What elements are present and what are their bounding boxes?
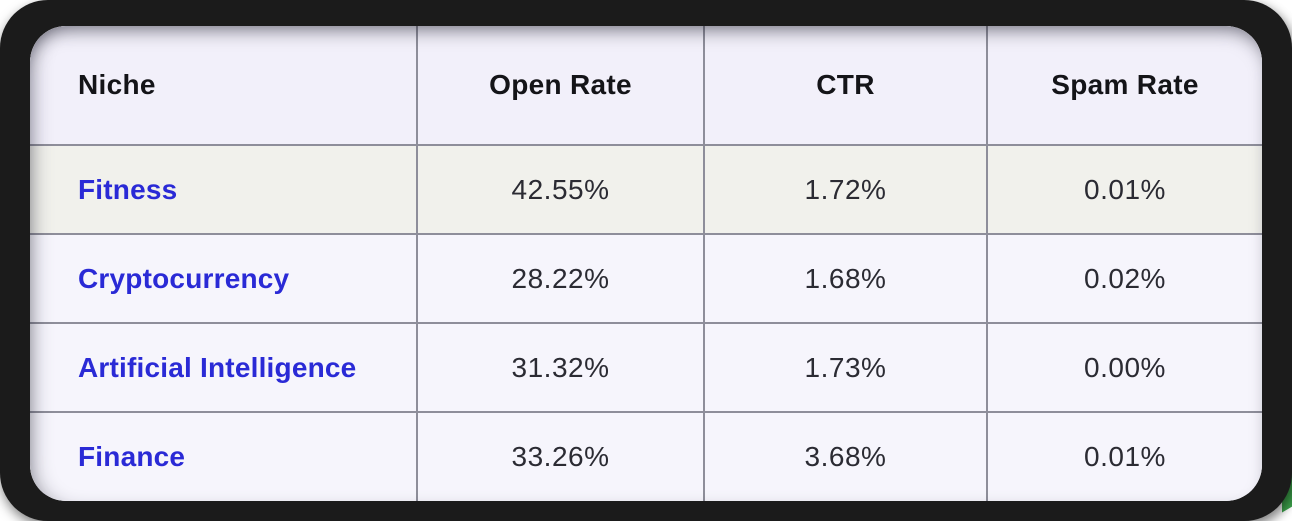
spam-rate-cell: 0.01% <box>987 145 1262 235</box>
header-row: Niche Open Rate CTR Spam Rate <box>30 26 1262 146</box>
ctr-cell: 1.68% <box>704 234 988 324</box>
table-row: Fitness 42.55% 1.72% 0.01% <box>30 145 1262 235</box>
spam-rate-cell: 0.02% <box>987 234 1262 324</box>
table-panel: Niche Open Rate CTR Spam Rate Fitness 42… <box>30 26 1262 501</box>
column-header-spam-rate: Spam Rate <box>987 26 1262 146</box>
open-rate-cell: 28.22% <box>417 234 705 324</box>
open-rate-cell: 31.32% <box>417 323 705 413</box>
open-rate-cell: 33.26% <box>417 412 705 501</box>
table-row: Artificial Intelligence 31.32% 1.73% 0.0… <box>30 323 1262 413</box>
niche-link-artificial-intelligence[interactable]: Artificial Intelligence <box>78 351 357 383</box>
column-header-niche: Niche <box>30 26 418 146</box>
niche-cell: Artificial Intelligence <box>30 323 418 413</box>
table-row: Finance 33.26% 3.68% 0.01% <box>30 412 1262 501</box>
niche-link-finance[interactable]: Finance <box>78 441 186 472</box>
ctr-cell: 1.72% <box>704 145 988 235</box>
ctr-cell: 1.73% <box>704 323 988 413</box>
email-metrics-table: Niche Open Rate CTR Spam Rate Fitness 42… <box>30 26 1262 501</box>
spam-rate-cell: 0.01% <box>1084 441 1166 472</box>
open-rate-cell: 42.55% <box>417 145 705 235</box>
niche-link-fitness[interactable]: Fitness <box>78 173 178 205</box>
column-header-open-rate: Open Rate <box>417 26 705 146</box>
niche-link-cryptocurrency[interactable]: Cryptocurrency <box>78 262 290 294</box>
column-header-ctr: CTR <box>704 26 988 146</box>
spam-rate-cell: 0.00% <box>987 323 1262 413</box>
niche-cell: Cryptocurrency <box>30 234 418 324</box>
niche-cell: Finance <box>30 412 418 501</box>
table-row: Cryptocurrency 28.22% 1.68% 0.02% <box>30 234 1262 324</box>
ctr-cell: 3.68% <box>704 412 988 501</box>
niche-cell: Fitness <box>30 145 418 235</box>
